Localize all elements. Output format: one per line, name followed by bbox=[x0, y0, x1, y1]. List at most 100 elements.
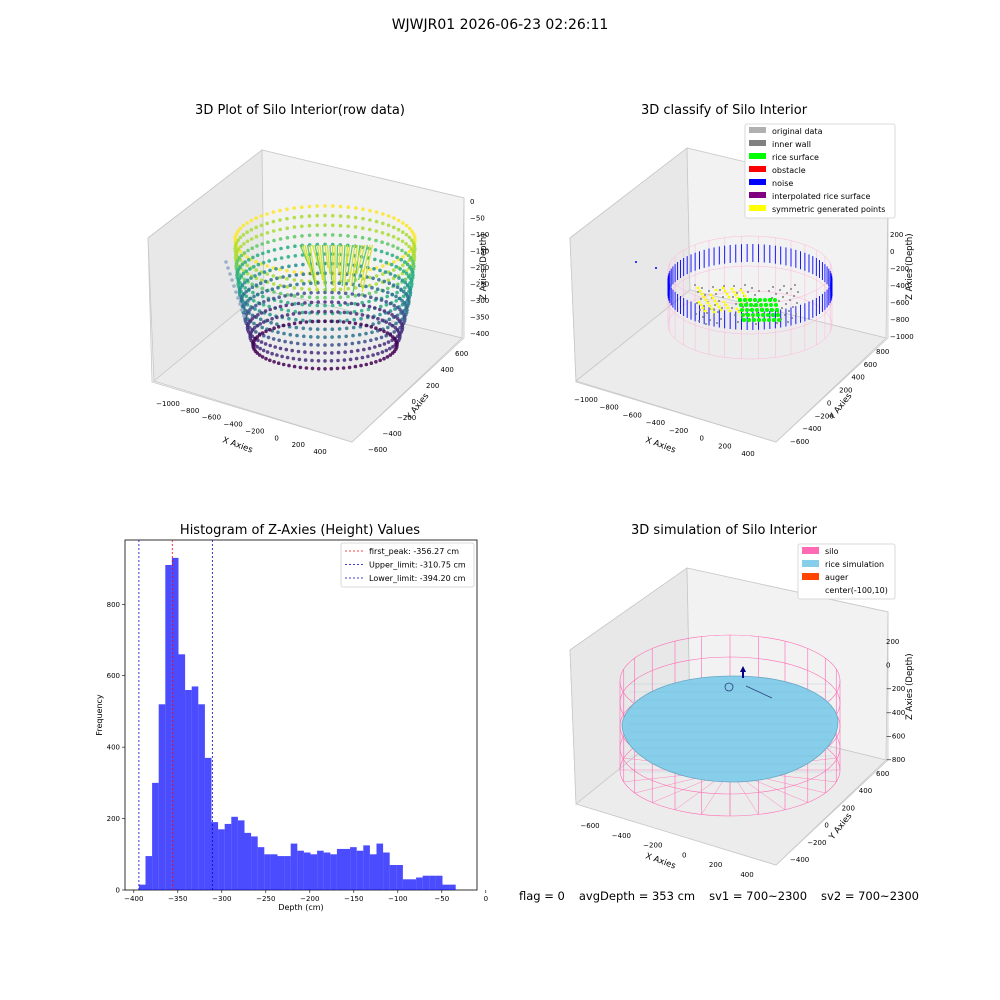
raw-data-point bbox=[346, 234, 350, 238]
raw-data-point bbox=[403, 277, 408, 282]
raw-data-point bbox=[371, 353, 375, 357]
raw-data-point bbox=[403, 280, 408, 285]
raw-data-point bbox=[391, 344, 395, 349]
histogram-bar bbox=[376, 843, 384, 890]
histogram-bar bbox=[389, 865, 397, 890]
raw-data-point bbox=[270, 351, 274, 356]
raw-data-point bbox=[323, 359, 327, 363]
raw-data-point bbox=[239, 274, 243, 278]
raw-data-point bbox=[295, 341, 300, 346]
raw-data-point bbox=[244, 269, 249, 274]
raw-data-point bbox=[309, 300, 314, 305]
raw-data-point bbox=[279, 299, 283, 304]
inner-wall-point bbox=[700, 298, 702, 300]
histogram-xlabel: Depth (cm) bbox=[278, 903, 323, 912]
raw-data-point bbox=[236, 267, 241, 272]
raw-data-point bbox=[403, 260, 407, 264]
raw-data-point bbox=[341, 244, 346, 287]
raw-data-point bbox=[285, 313, 290, 317]
raw-data-point bbox=[287, 316, 291, 321]
classify-z-tick: −800 bbox=[890, 316, 909, 324]
rice-surface-point bbox=[760, 308, 764, 312]
raw-data-point bbox=[301, 326, 306, 331]
histogram-legend: first_peak: -356.27 cm Upper_limit: -310.… bbox=[340, 542, 475, 588]
inner-wall-point bbox=[712, 286, 714, 288]
raw-data-point bbox=[307, 287, 312, 292]
raw-data-point bbox=[374, 210, 379, 214]
symmetric-point bbox=[712, 310, 716, 314]
raw-data-point bbox=[321, 244, 327, 293]
raw-data-point bbox=[291, 312, 296, 316]
histogram-bar bbox=[402, 879, 410, 890]
raw-data-point bbox=[411, 261, 416, 266]
rice-surface-point bbox=[770, 308, 774, 312]
inner-wall-point bbox=[797, 291, 799, 293]
raw-data-point bbox=[261, 260, 266, 265]
histogram-bar bbox=[138, 884, 146, 890]
symmetric-point bbox=[704, 298, 708, 302]
classify-y-tick: 800 bbox=[876, 348, 889, 356]
raw-data-point bbox=[391, 234, 396, 239]
raw-data-point bbox=[329, 309, 334, 314]
raw-data-point bbox=[357, 340, 361, 345]
raw-data-point bbox=[397, 276, 401, 280]
raw-data-point bbox=[377, 320, 381, 325]
raw-data-point bbox=[348, 311, 353, 315]
raw-data-point bbox=[386, 223, 391, 228]
raw-x-tick: 400 bbox=[313, 448, 326, 456]
raw-data-point bbox=[273, 306, 278, 310]
raw-data-point bbox=[364, 323, 369, 328]
raw-data-point bbox=[251, 255, 255, 260]
simulation-y-tick: 400 bbox=[859, 787, 872, 795]
raw-data-point bbox=[271, 282, 276, 286]
raw-data-point bbox=[301, 318, 305, 323]
inner-wall-point bbox=[792, 306, 794, 308]
legend-label: noise bbox=[772, 179, 793, 188]
legend-label: rice surface bbox=[772, 153, 819, 162]
raw-data-point bbox=[381, 272, 385, 276]
raw-data-point bbox=[404, 305, 409, 310]
simulation-z-tick: 0 bbox=[886, 662, 890, 670]
raw-data-point bbox=[376, 317, 380, 321]
raw-data-point bbox=[330, 300, 334, 304]
simulation-legend: silo rice simulation auger center(-100,10) bbox=[797, 543, 896, 600]
legend-swatch bbox=[749, 192, 766, 198]
raw-data-point bbox=[326, 244, 331, 275]
raw-data-point bbox=[353, 225, 358, 229]
raw-data-point bbox=[248, 296, 253, 301]
raw-data-point bbox=[309, 350, 314, 355]
raw-data-point bbox=[410, 229, 414, 233]
histogram-bar bbox=[396, 865, 403, 890]
raw-data-point bbox=[245, 221, 249, 225]
legend-label: inner wall bbox=[772, 140, 811, 149]
raw-data-point bbox=[360, 355, 365, 360]
symmetric-point bbox=[715, 302, 719, 306]
histogram-bar bbox=[158, 704, 166, 890]
raw-data-point bbox=[309, 291, 313, 295]
raw-data-point bbox=[354, 312, 359, 316]
inner-wall-point bbox=[772, 286, 774, 288]
raw-data-point bbox=[296, 349, 301, 354]
raw-data-point bbox=[296, 301, 301, 306]
raw-data-point bbox=[411, 273, 415, 277]
raw-data-point bbox=[330, 242, 335, 247]
inner-wall-point bbox=[786, 292, 788, 294]
raw-data-point bbox=[257, 301, 262, 306]
raw-data-point bbox=[367, 299, 371, 304]
raw-data-point bbox=[282, 284, 286, 289]
raw-xlabel: X Axies bbox=[221, 435, 254, 455]
rice-surface-point bbox=[765, 308, 769, 312]
inner-wall-point bbox=[716, 322, 718, 324]
histogram-y-tick: 800 bbox=[107, 601, 120, 609]
raw-data-point bbox=[363, 339, 367, 344]
raw-data-point bbox=[345, 318, 349, 323]
raw-data-point bbox=[396, 218, 401, 223]
raw-data-point bbox=[309, 281, 313, 286]
raw-data-point bbox=[392, 330, 397, 334]
raw-data-point bbox=[292, 270, 297, 274]
inner-wall-point bbox=[696, 302, 698, 304]
raw-data-point bbox=[382, 279, 387, 284]
raw-data-point bbox=[323, 335, 327, 340]
raw-data-point bbox=[336, 350, 341, 355]
raw-data-point bbox=[265, 289, 269, 293]
